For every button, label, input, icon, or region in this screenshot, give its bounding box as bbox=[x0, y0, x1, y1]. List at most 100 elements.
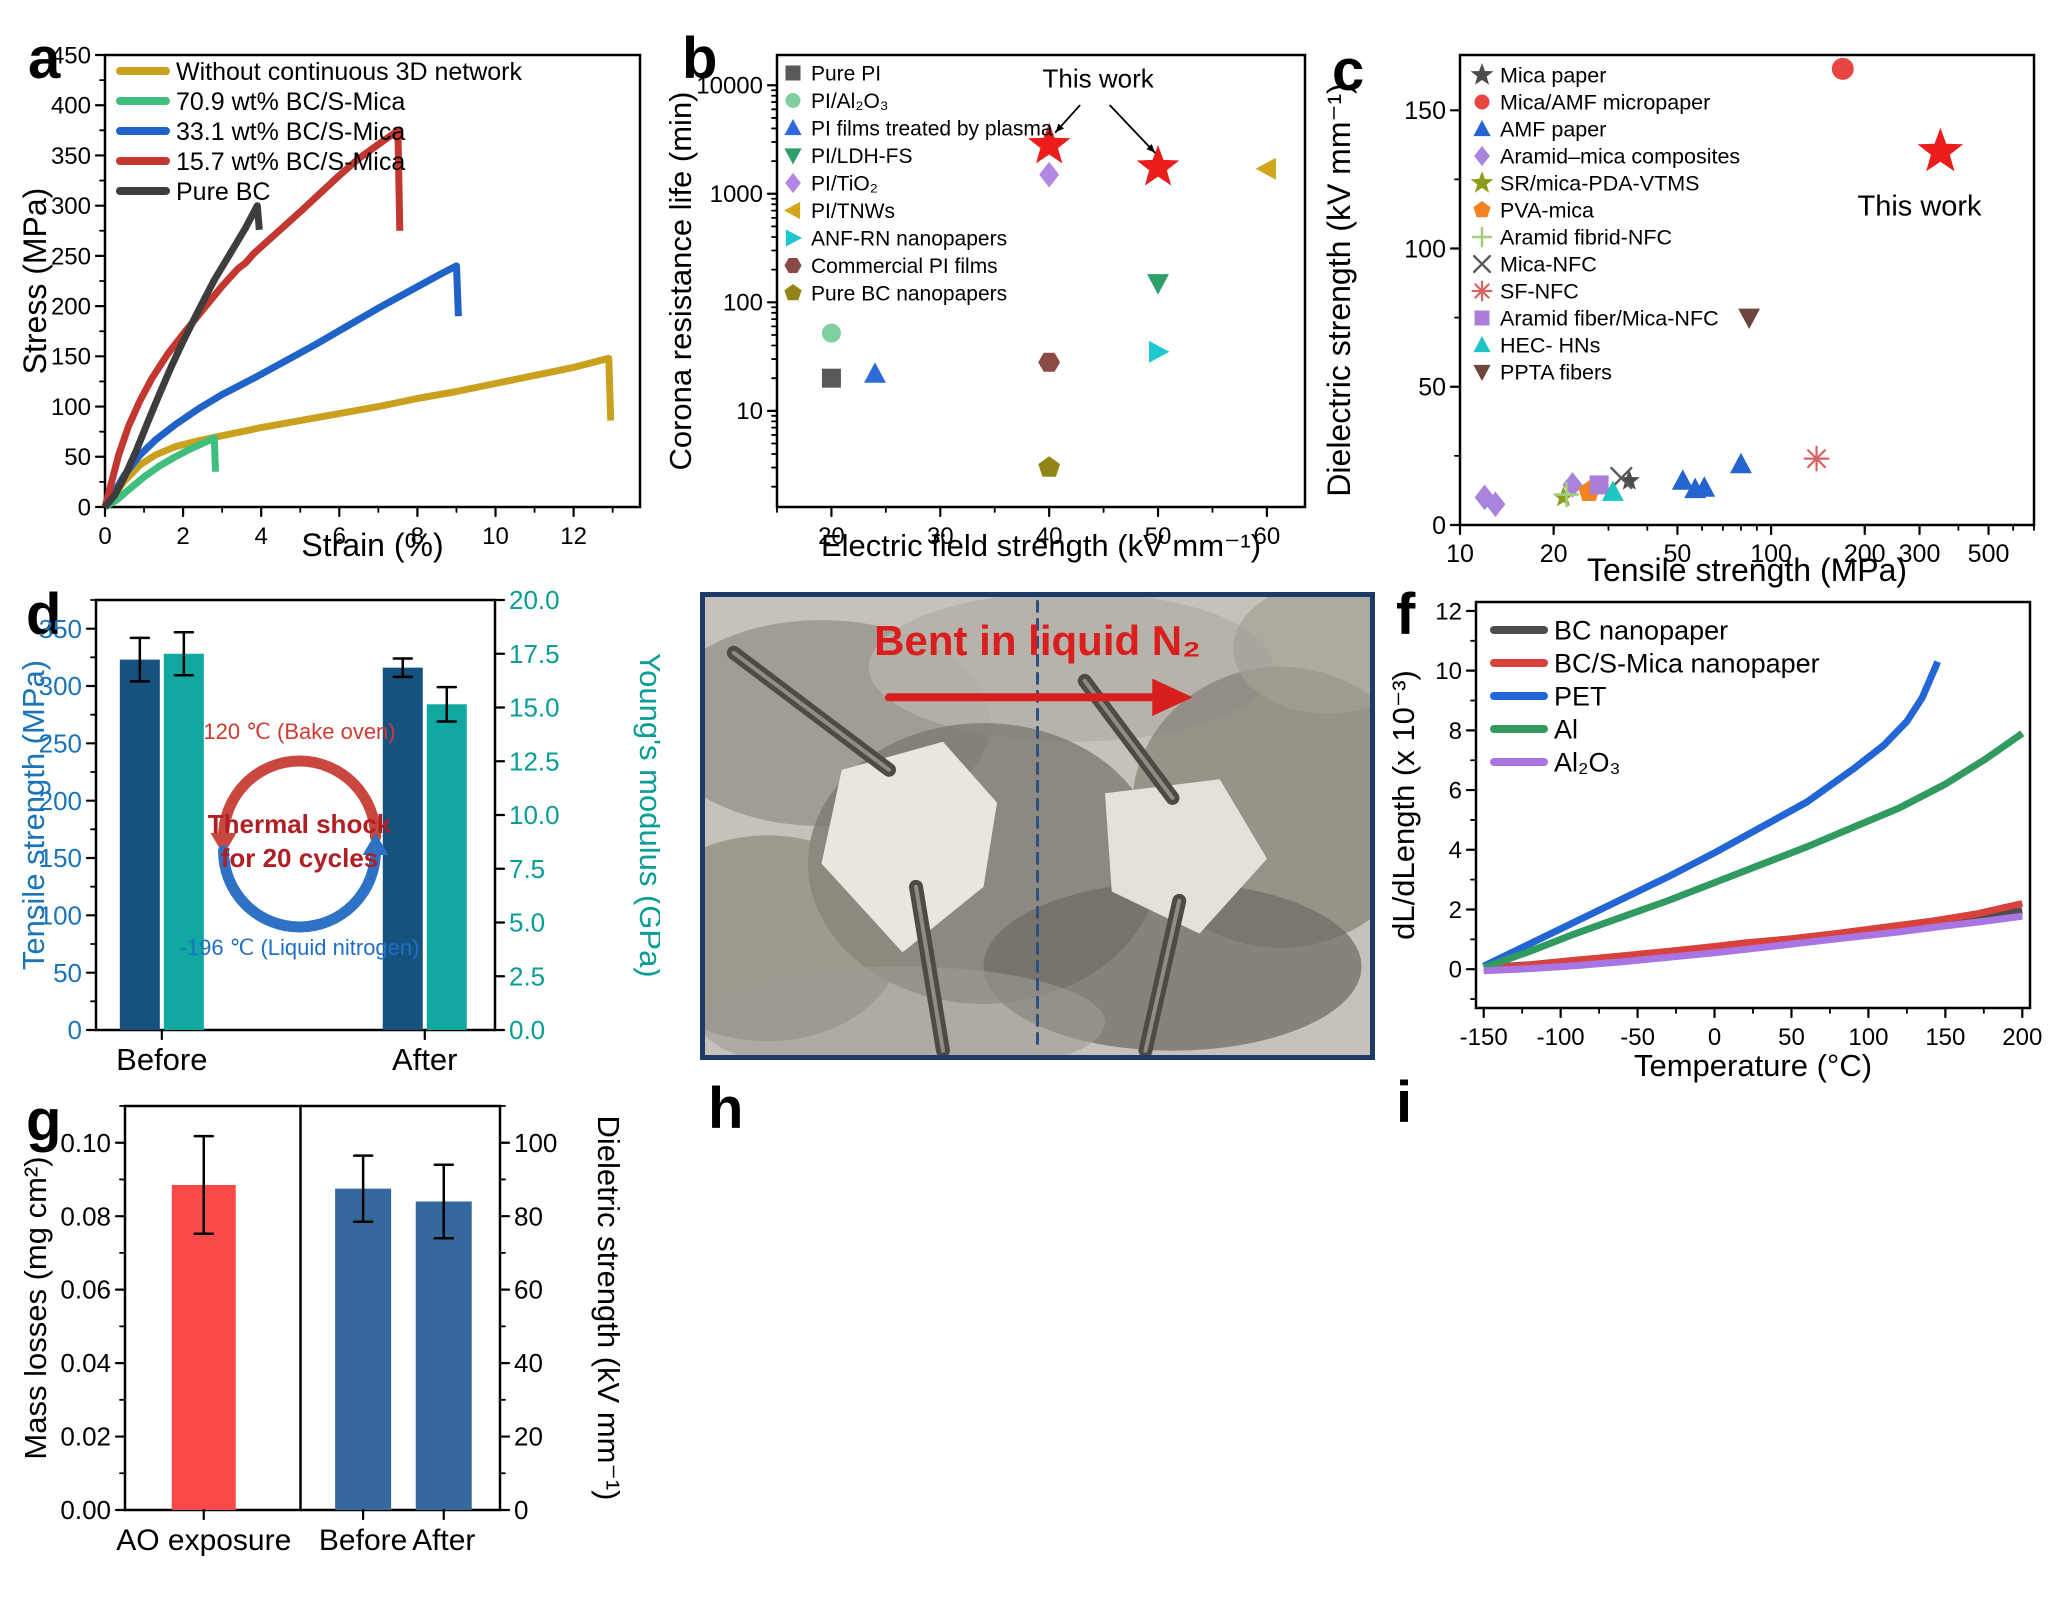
svg-text:10: 10 bbox=[482, 523, 509, 550]
corona-resistance-chart: 20 30 40 50 60 10 100 1000 10000 Electric field s… bbox=[665, 53, 1307, 563]
svg-text:10: 10 bbox=[736, 398, 763, 425]
svg-text:0: 0 bbox=[1432, 512, 1446, 540]
svg-text:SR/mica-PDA-VTMS: SR/mica-PDA-VTMS bbox=[1500, 172, 1699, 196]
svg-text:200: 200 bbox=[39, 786, 82, 816]
svg-text:500: 500 bbox=[1968, 540, 2010, 568]
panel-g-label: g bbox=[26, 1088, 62, 1153]
svg-text:40: 40 bbox=[514, 1348, 543, 1378]
svg-text:33.1 wt% BC/S-Mica: 33.1 wt% BC/S-Mica bbox=[176, 118, 405, 146]
svg-text:2: 2 bbox=[1449, 897, 1462, 924]
svg-text:100: 100 bbox=[51, 394, 91, 421]
svg-text:200: 200 bbox=[2002, 1024, 2042, 1051]
svg-text:200: 200 bbox=[51, 294, 91, 321]
svg-text:350: 350 bbox=[39, 614, 82, 644]
svg-text:300: 300 bbox=[1899, 540, 1941, 568]
svg-text:15.7 wt% BC/S-Mica: 15.7 wt% BC/S-Mica bbox=[176, 148, 405, 176]
svg-text:PI films treated by plasma: PI films treated by plasma bbox=[811, 117, 1053, 140]
svg-text:2: 2 bbox=[176, 523, 189, 550]
svg-text:12.5: 12.5 bbox=[509, 746, 560, 776]
svg-text:-150: -150 bbox=[1460, 1024, 1508, 1051]
svg-text:12: 12 bbox=[560, 523, 587, 550]
svg-text:1000: 1000 bbox=[710, 181, 763, 208]
svg-text:dL/dLength (x 10⁻³): dL/dLength (x 10⁻³) bbox=[1390, 670, 1421, 940]
dielectric-vs-tensile-chart: 10 20 50 100 200 300 500 0 50 100 150 Tensile stren… bbox=[1321, 53, 2036, 588]
svg-text:15.0: 15.0 bbox=[509, 693, 560, 723]
svg-text:70.9 wt% BC/S-Mica: 70.9 wt% BC/S-Mica bbox=[176, 88, 405, 116]
svg-text:6: 6 bbox=[1449, 777, 1462, 804]
svg-text:10000: 10000 bbox=[696, 73, 763, 100]
panel-i-label: i bbox=[1396, 1070, 1413, 1135]
svg-text:Aramid fiber/Mica-NFC: Aramid fiber/Mica-NFC bbox=[1500, 307, 1719, 331]
svg-text:300: 300 bbox=[39, 671, 82, 701]
svg-text:Aramid–mica composites: Aramid–mica composites bbox=[1500, 145, 1740, 169]
svg-text:120 ℃ (Bake oven): 120 ℃ (Bake oven) bbox=[203, 719, 395, 744]
svg-text:0: 0 bbox=[98, 523, 111, 550]
svg-text:AO exposure: AO exposure bbox=[116, 1524, 291, 1557]
svg-text:100: 100 bbox=[514, 1128, 557, 1158]
svg-text:HEC- HNs: HEC- HNs bbox=[1500, 334, 1600, 358]
svg-text:50: 50 bbox=[53, 958, 82, 988]
svg-text:Dielectric strength (kV mm⁻¹): Dielectric strength (kV mm⁻¹) bbox=[1321, 83, 1357, 496]
svg-text:8: 8 bbox=[411, 523, 424, 550]
svg-text:20.0: 20.0 bbox=[509, 590, 560, 615]
thermal-expansion-chart: -150 -100 -50 0 50 100 150 200 0 2 4 6 8 10 12 Temperat… bbox=[1390, 598, 2042, 1083]
svg-text:50: 50 bbox=[1664, 540, 1692, 568]
svg-text:Mica-NFC: Mica-NFC bbox=[1500, 253, 1597, 277]
svg-text:0.06: 0.06 bbox=[60, 1275, 111, 1305]
svg-text:Mica/AMF micropaper: Mica/AMF micropaper bbox=[1500, 91, 1710, 115]
panel-b-label: b bbox=[682, 26, 718, 91]
svg-text:Al₂O₃: Al₂O₃ bbox=[1554, 747, 1621, 777]
svg-text:Young's modulus (GPa): Young's modulus (GPa) bbox=[633, 652, 660, 977]
svg-text:Tensile strength (MPa): Tensile strength (MPa) bbox=[1587, 552, 1907, 588]
svg-text:Aramid fibrid-NFC: Aramid fibrid-NFC bbox=[1500, 226, 1672, 250]
panel-a-label: a bbox=[28, 26, 61, 91]
svg-text:ANF-RN nanopapers: ANF-RN nanopapers bbox=[811, 227, 1007, 250]
svg-text:Without continuous 3D network: Without continuous 3D network bbox=[176, 58, 523, 86]
svg-text:150: 150 bbox=[1925, 1024, 1965, 1051]
svg-text:100: 100 bbox=[1750, 540, 1792, 568]
uv-tensile-retention-chart bbox=[712, 1082, 1242, 1600]
svg-text:100: 100 bbox=[723, 290, 763, 317]
svg-text:400: 400 bbox=[51, 93, 91, 120]
svg-text:150: 150 bbox=[51, 344, 91, 371]
svg-text:PET: PET bbox=[1554, 681, 1607, 711]
svg-text:Bent in liquid N₂: Bent in liquid N₂ bbox=[874, 617, 1201, 664]
svg-text:AMF paper: AMF paper bbox=[1500, 118, 1606, 142]
svg-text:20: 20 bbox=[1540, 540, 1568, 568]
svg-text:7.5: 7.5 bbox=[509, 854, 545, 884]
svg-text:0: 0 bbox=[1449, 957, 1462, 984]
svg-text:0.00: 0.00 bbox=[60, 1495, 111, 1525]
svg-text:12: 12 bbox=[1435, 598, 1462, 625]
svg-text:0.08: 0.08 bbox=[60, 1201, 111, 1231]
svg-text:2.5: 2.5 bbox=[509, 961, 545, 991]
svg-text:PI/TiO₂: PI/TiO₂ bbox=[811, 172, 878, 195]
svg-text:Mica paper: Mica paper bbox=[1500, 64, 1606, 88]
svg-text:8: 8 bbox=[1449, 718, 1462, 745]
svg-text:100: 100 bbox=[1404, 235, 1446, 263]
panel-d-label: d bbox=[26, 582, 62, 647]
svg-text:Mass losses (mg cm²): Mass losses (mg cm²) bbox=[20, 1156, 53, 1459]
svg-text:30: 30 bbox=[927, 523, 954, 550]
svg-text:0: 0 bbox=[1708, 1024, 1721, 1051]
svg-text:Pure BC nanopapers: Pure BC nanopapers bbox=[811, 282, 1007, 305]
svg-text:PI/TNWs: PI/TNWs bbox=[811, 200, 895, 223]
uv-dielectric-retention-chart bbox=[1385, 1078, 1925, 1600]
svg-text:10.0: 10.0 bbox=[509, 800, 560, 830]
svg-text:Temperature (°C): Temperature (°C) bbox=[1634, 1048, 1872, 1083]
svg-text:0.04: 0.04 bbox=[60, 1348, 111, 1378]
svg-text:50: 50 bbox=[1418, 374, 1446, 402]
svg-text:Stress (MPa): Stress (MPa) bbox=[20, 188, 53, 375]
svg-text:SF-NFC: SF-NFC bbox=[1500, 280, 1579, 304]
svg-text:Thermal shock: Thermal shock bbox=[208, 809, 392, 839]
svg-text:20: 20 bbox=[514, 1422, 543, 1452]
svg-text:20: 20 bbox=[818, 523, 845, 550]
svg-text:-100: -100 bbox=[1537, 1024, 1585, 1051]
svg-text:for 20 cycles: for 20 cycles bbox=[221, 843, 379, 873]
svg-text:50: 50 bbox=[1145, 523, 1172, 550]
svg-text:50: 50 bbox=[64, 444, 91, 471]
svg-text:0.0: 0.0 bbox=[509, 1015, 545, 1045]
svg-text:350: 350 bbox=[51, 143, 91, 170]
svg-text:Corona resistance life (min): Corona resistance life (min) bbox=[665, 91, 698, 470]
svg-text:10: 10 bbox=[1435, 658, 1462, 685]
svg-text:Dieletric strength (kV mm⁻¹): Dieletric strength (kV mm⁻¹) bbox=[591, 1116, 620, 1501]
